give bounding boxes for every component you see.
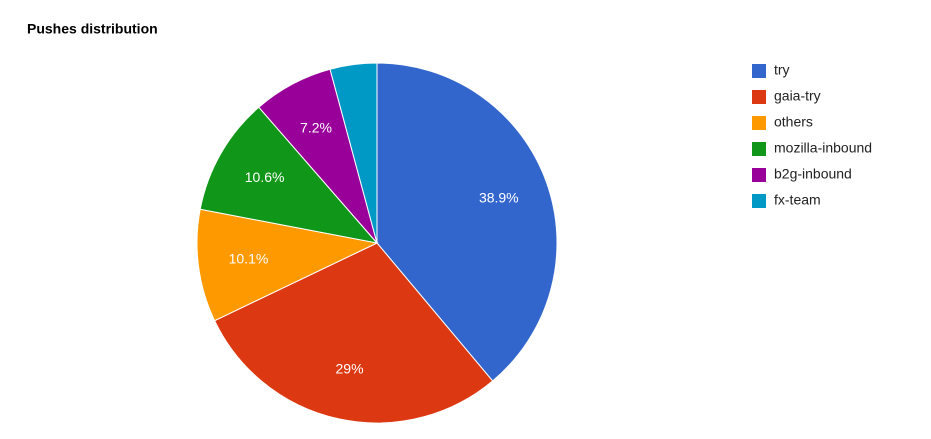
slice-label: 10.6% (245, 169, 285, 185)
legend-swatch (752, 194, 766, 208)
pie-slice (199, 106, 379, 244)
legend-swatch (752, 168, 766, 182)
slice-label: 29% (336, 360, 364, 376)
slice-label: 10.1% (229, 250, 269, 266)
pie-slice (196, 208, 379, 322)
legend-swatch (752, 64, 766, 78)
slice-label: 38.9% (479, 189, 519, 205)
slice-label: 7.2% (300, 119, 332, 135)
legend-swatch (752, 90, 766, 104)
pie-slice (376, 62, 558, 382)
chart-title: Pushes distribution (27, 21, 158, 37)
legend-label: b2g-inbound (774, 166, 852, 182)
legend-label: try (774, 62, 790, 78)
pie-slice (213, 242, 494, 424)
pie-slice (329, 62, 378, 244)
legend-label: others (774, 114, 813, 130)
legend-label: gaia-try (774, 88, 821, 104)
legend-label: fx-team (774, 192, 821, 208)
legend-swatch (752, 142, 766, 156)
legend-label: mozilla-inbound (774, 140, 872, 156)
legend-swatch (752, 116, 766, 130)
